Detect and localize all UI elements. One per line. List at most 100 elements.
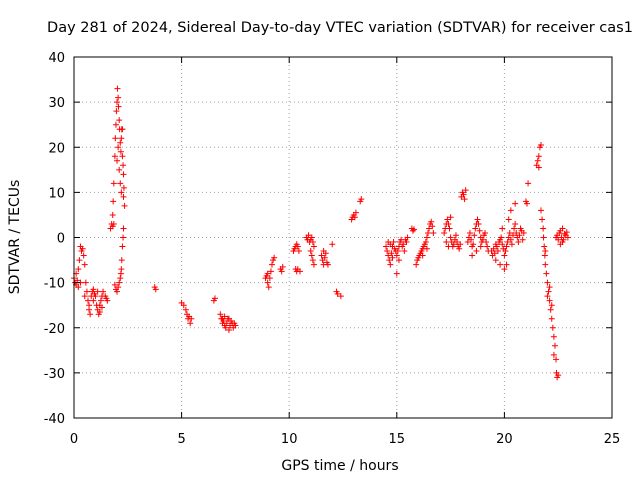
data-point bbox=[116, 279, 123, 286]
data-point bbox=[119, 126, 126, 133]
x-tick-labels: 0 5 10 15 20 25 bbox=[70, 432, 620, 447]
data-point bbox=[462, 187, 469, 194]
data-point bbox=[110, 198, 117, 205]
data-point bbox=[445, 220, 452, 227]
data-point bbox=[225, 315, 232, 322]
data-point bbox=[523, 200, 530, 207]
x-tick-label: 25 bbox=[604, 432, 621, 447]
data-point bbox=[498, 234, 505, 241]
data-point bbox=[295, 248, 302, 255]
data-point bbox=[563, 229, 570, 236]
data-point bbox=[109, 211, 116, 218]
data-point bbox=[310, 243, 317, 250]
data-point bbox=[279, 263, 286, 270]
data-point bbox=[535, 153, 542, 160]
data-point bbox=[475, 220, 482, 227]
data-point bbox=[187, 320, 194, 327]
data-point bbox=[426, 225, 433, 232]
data-point bbox=[120, 184, 127, 191]
data-point bbox=[483, 239, 490, 246]
data-point bbox=[182, 306, 189, 313]
data-point bbox=[387, 261, 394, 268]
data-point bbox=[472, 225, 479, 232]
data-point bbox=[540, 234, 547, 241]
data-point bbox=[519, 236, 526, 243]
data-point bbox=[491, 250, 498, 257]
data-point bbox=[560, 236, 567, 243]
data-point bbox=[120, 225, 127, 232]
data-point bbox=[445, 243, 452, 250]
data-point bbox=[429, 223, 436, 230]
data-point bbox=[385, 252, 392, 259]
data-point bbox=[114, 99, 121, 106]
data-point bbox=[553, 356, 560, 363]
data-point bbox=[390, 239, 397, 246]
data-point bbox=[507, 207, 514, 214]
data-point bbox=[423, 234, 430, 241]
data-point bbox=[121, 202, 128, 209]
data-point bbox=[460, 191, 467, 198]
data-point bbox=[117, 148, 124, 155]
data-point bbox=[83, 288, 90, 295]
data-point bbox=[111, 281, 118, 288]
data-point bbox=[267, 268, 274, 275]
y-tick-label: -40 bbox=[44, 412, 65, 427]
data-point bbox=[119, 153, 126, 160]
data-point bbox=[474, 216, 481, 223]
data-point bbox=[120, 162, 127, 169]
data-point bbox=[81, 261, 88, 268]
data-point bbox=[492, 257, 499, 264]
data-point bbox=[542, 261, 549, 268]
data-point bbox=[497, 261, 504, 268]
x-tick-label: 20 bbox=[496, 432, 513, 447]
data-point bbox=[75, 266, 82, 273]
data-point bbox=[555, 372, 562, 379]
data-point bbox=[430, 229, 437, 236]
data-point bbox=[98, 304, 105, 311]
data-point bbox=[464, 239, 471, 246]
data-point bbox=[82, 279, 89, 286]
data-point bbox=[505, 216, 512, 223]
data-point bbox=[324, 261, 331, 268]
data-point bbox=[294, 243, 301, 250]
data-point bbox=[447, 234, 454, 241]
data-point bbox=[428, 218, 435, 225]
data-point bbox=[537, 141, 544, 148]
data-point bbox=[217, 311, 224, 318]
data-point bbox=[266, 275, 273, 282]
data-point bbox=[540, 225, 547, 232]
data-point bbox=[386, 257, 393, 264]
data-point bbox=[443, 239, 450, 246]
data-point bbox=[329, 241, 336, 248]
data-point bbox=[549, 324, 556, 331]
data-point bbox=[115, 94, 122, 101]
data-point bbox=[468, 236, 475, 243]
chart-title: Day 281 of 2024, Sidereal Day-to-day VTE… bbox=[47, 20, 633, 36]
data-point bbox=[557, 241, 564, 248]
data-point bbox=[118, 189, 125, 196]
y-tick-label: 0 bbox=[57, 232, 65, 247]
data-point bbox=[413, 261, 420, 268]
data-point bbox=[395, 257, 402, 264]
data-point bbox=[490, 245, 497, 252]
data-point bbox=[96, 308, 103, 315]
data-point bbox=[539, 216, 546, 223]
data-point bbox=[547, 306, 554, 313]
data-point bbox=[525, 180, 532, 187]
grid-layer bbox=[74, 57, 612, 418]
data-point bbox=[116, 166, 123, 173]
data-point bbox=[118, 257, 125, 264]
data-point bbox=[97, 297, 104, 304]
data-point bbox=[264, 279, 271, 286]
data-point bbox=[469, 252, 476, 259]
data-point bbox=[404, 234, 411, 241]
data-point bbox=[544, 293, 551, 300]
data-point bbox=[473, 248, 480, 255]
data-point bbox=[221, 313, 228, 320]
data-point bbox=[111, 153, 118, 160]
data-point bbox=[268, 261, 275, 268]
data-point bbox=[94, 288, 101, 295]
data-point bbox=[80, 252, 87, 259]
data-point bbox=[211, 295, 218, 302]
data-point bbox=[115, 103, 122, 110]
